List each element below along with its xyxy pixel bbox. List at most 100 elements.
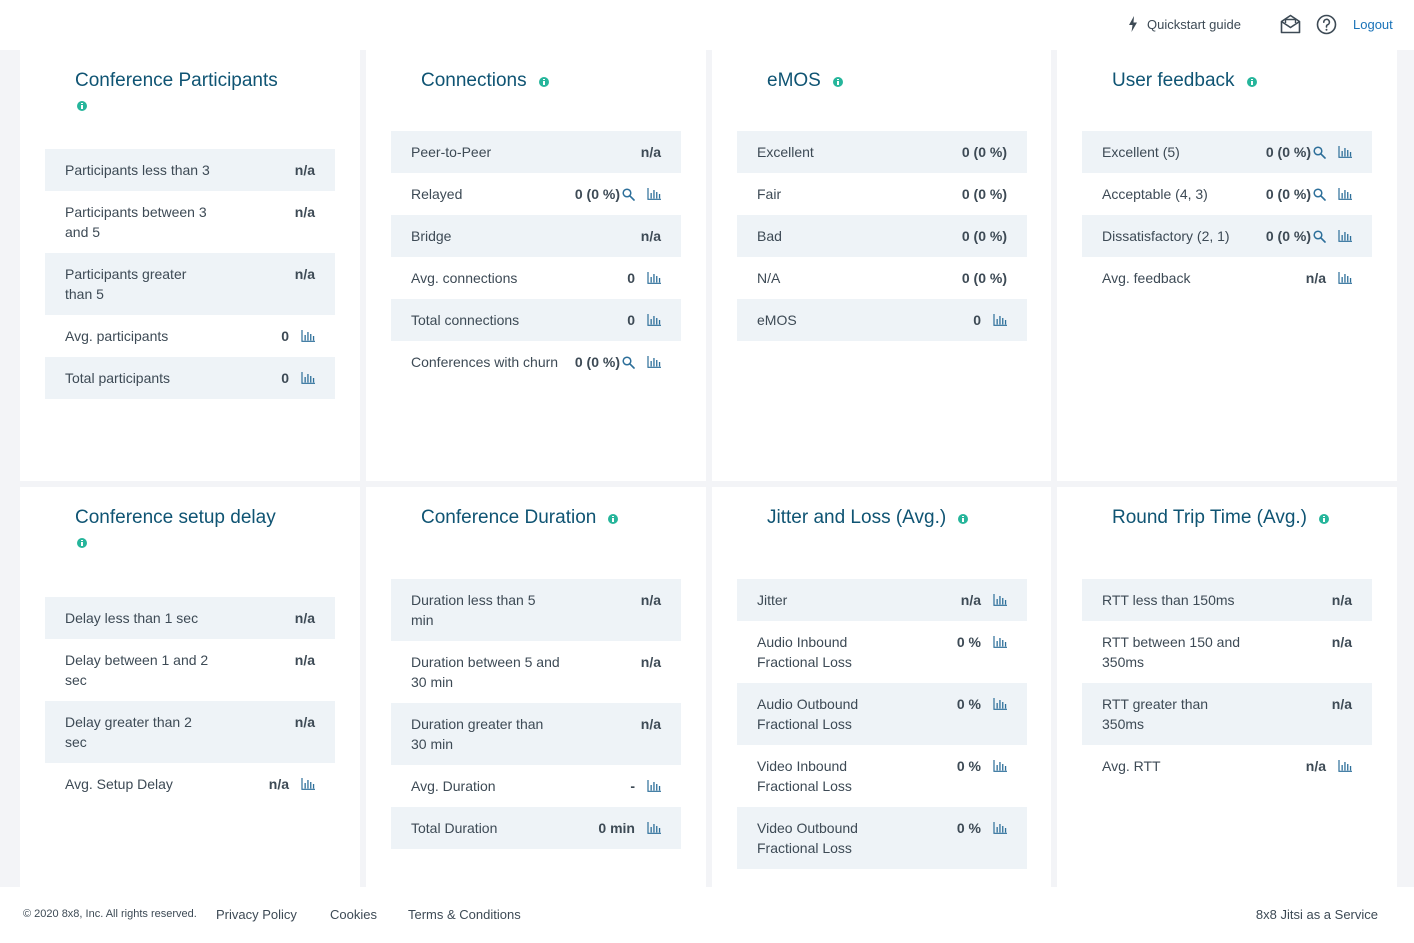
brand-name: 8x8 Jitsi as a Service	[1255, 907, 1378, 922]
info-icon[interactable]	[1319, 513, 1330, 524]
bar-chart-icon[interactable]	[647, 188, 661, 200]
metric-label: RTT greater than 350ms	[1102, 696, 1209, 732]
card-round-trip-time: Round Trip Time (Avg.) RTT less than 150…	[1057, 487, 1397, 887]
metric-label: Audio Outbound Fractional Loss	[757, 696, 859, 732]
card-title: User feedback	[1112, 68, 1352, 94]
metric-list: Delay less than 1 sec n/a Delay between 1 …	[45, 597, 335, 805]
metric-label: Relayed	[411, 186, 463, 202]
metric-row: Duration greater than 30 min n/a	[391, 703, 681, 765]
metric-value-group: n/a	[1332, 632, 1352, 652]
bar-chart-icon[interactable]	[993, 822, 1007, 834]
bar-chart-icon[interactable]	[993, 594, 1007, 606]
metric-value: 0 %	[956, 758, 981, 774]
info-icon[interactable]	[77, 101, 87, 111]
metric-actions	[647, 314, 661, 326]
metric-label: Total Duration	[411, 820, 498, 836]
help-button[interactable]	[1316, 0, 1337, 48]
metric-actions	[301, 372, 315, 384]
messages-button[interactable]	[1280, 0, 1301, 48]
metric-actions	[993, 698, 1007, 710]
metric-actions	[993, 594, 1007, 606]
metric-row: Bridge n/a	[391, 215, 681, 257]
metric-label: Dissatisfactory (2, 1)	[1102, 228, 1230, 244]
bar-chart-icon[interactable]	[647, 780, 661, 792]
info-icon[interactable]	[958, 513, 969, 524]
bar-chart-icon[interactable]	[993, 698, 1007, 710]
metric-row: Jitter n/a	[737, 579, 1027, 621]
metric-value: 0	[973, 312, 981, 328]
info-icon[interactable]	[832, 76, 843, 87]
metric-value-group: 0 (0 %)	[1266, 226, 1352, 246]
bar-chart-icon[interactable]	[993, 760, 1007, 772]
bar-chart-icon[interactable]	[1338, 272, 1352, 284]
bar-chart-icon[interactable]	[301, 372, 315, 384]
metric-value-group: 0	[627, 268, 661, 288]
metric-label: Fair	[757, 186, 782, 202]
metric-value-group: n/a	[269, 774, 315, 794]
metric-value-group: -	[630, 776, 661, 796]
bar-chart-icon[interactable]	[1338, 230, 1352, 242]
bar-chart-icon[interactable]	[647, 356, 661, 368]
metric-value: n/a	[1305, 758, 1326, 774]
metric-label: RTT less than 150ms	[1102, 592, 1235, 608]
metric-label: Duration between 5 and 30 min	[411, 654, 560, 690]
bar-chart-icon[interactable]	[647, 822, 661, 834]
bar-chart-icon[interactable]	[1338, 188, 1352, 200]
metric-actions	[301, 778, 315, 790]
metric-value: 0 (0 %)	[961, 228, 1007, 244]
search-icon[interactable]	[1313, 145, 1326, 159]
metric-value: n/a	[640, 144, 661, 160]
metric-value-group: 0 %	[957, 818, 1007, 838]
metric-label: Duration less than 5 min	[411, 592, 536, 628]
privacy-policy-link[interactable]: Privacy Policy	[216, 907, 297, 922]
metric-value: 0 %	[956, 634, 981, 650]
card-title: Connections	[421, 68, 661, 94]
info-icon[interactable]	[608, 513, 619, 524]
metric-row: Audio Inbound Fractional Loss 0 %	[737, 621, 1027, 683]
metric-label: Excellent	[757, 144, 814, 160]
bar-chart-icon[interactable]	[993, 636, 1007, 648]
search-icon[interactable]	[622, 355, 635, 369]
metric-actions	[301, 330, 315, 342]
metric-value: 0 (0 %)	[1265, 228, 1311, 244]
logout-link[interactable]: Logout	[1353, 16, 1393, 32]
bar-chart-icon[interactable]	[301, 330, 315, 342]
metric-value: 0 (0 %)	[1265, 144, 1311, 160]
metric-value-group: 0 (0 %)	[962, 142, 1007, 162]
metric-value-group: n/a	[295, 608, 315, 628]
card-conference-setup-delay: Conference setup delay Delay less than 1…	[20, 487, 360, 887]
metric-list: Jitter n/a Audio Inbound Fractional Loss 0 …	[737, 579, 1027, 869]
card-title: Round Trip Time (Avg.)	[1112, 505, 1352, 531]
info-icon[interactable]	[538, 76, 549, 87]
metric-value: 0 min	[598, 820, 635, 836]
search-icon[interactable]	[1313, 229, 1326, 243]
metric-label: N/A	[757, 270, 781, 286]
search-icon[interactable]	[1313, 187, 1326, 201]
bar-chart-icon[interactable]	[647, 314, 661, 326]
quickstart-guide-link[interactable]: Quickstart guide	[1128, 0, 1241, 48]
metric-actions	[1338, 760, 1352, 772]
metric-list: Excellent 0 (0 %) Fair 0 (0 %) Bad 0 (0 %) N/A…	[737, 131, 1027, 341]
bar-chart-icon[interactable]	[647, 272, 661, 284]
metric-value: n/a	[294, 266, 315, 282]
metric-actions	[993, 314, 1007, 326]
bar-chart-icon[interactable]	[301, 778, 315, 790]
info-icon[interactable]	[1246, 76, 1257, 87]
terms-conditions-link[interactable]: Terms & Conditions	[408, 907, 521, 922]
bar-chart-icon[interactable]	[1338, 760, 1352, 772]
card-user-feedback: User feedback Excellent (5) 0 (0 %) Accept…	[1057, 50, 1397, 481]
search-icon[interactable]	[622, 187, 635, 201]
bar-chart-icon[interactable]	[1338, 146, 1352, 158]
metric-value: n/a	[1331, 696, 1352, 712]
cookies-link[interactable]: Cookies	[330, 907, 377, 922]
metric-value-group: 0 (0 %)	[962, 226, 1007, 246]
metric-value-group: n/a	[641, 590, 661, 610]
metric-actions	[993, 822, 1007, 834]
info-icon[interactable]	[77, 538, 87, 548]
metric-label: Avg. participants	[65, 328, 169, 344]
envelope-open-icon	[1280, 14, 1301, 34]
card-connections: Connections Peer-to-Peer n/a Relayed 0 (0 %…	[366, 50, 706, 481]
metric-list: Participants less than 3 n/a Participants …	[45, 149, 335, 399]
bar-chart-icon[interactable]	[993, 314, 1007, 326]
metric-label: Participants less than 3	[65, 162, 210, 178]
